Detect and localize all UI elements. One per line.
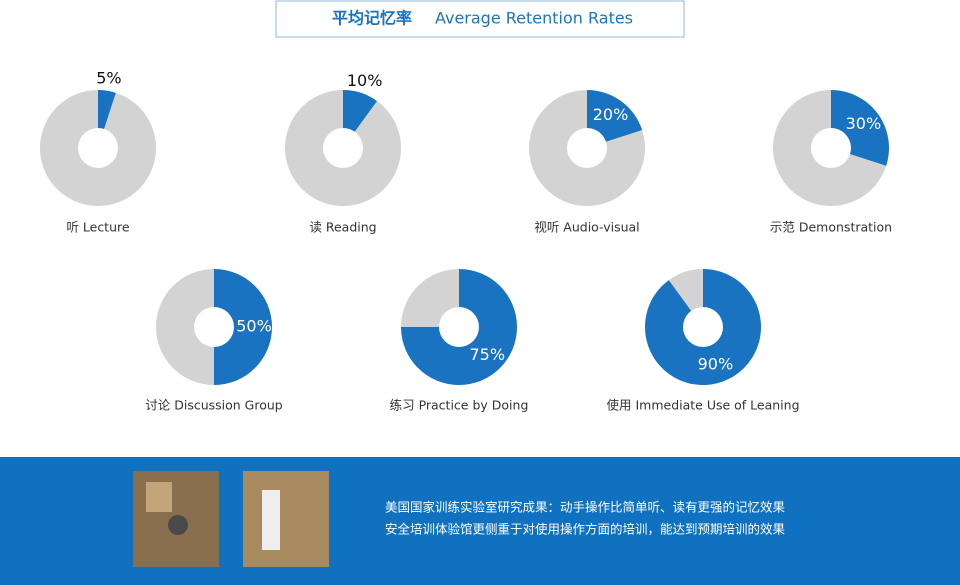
footer-text: 安全培训体验馆更侧重于对使用操作方面的培训，能达到预期培训的效果 <box>385 522 786 537</box>
chart-label: 练习 Practice by Doing <box>390 398 529 413</box>
chart-label: 使用 Immediate Use of Leaning <box>606 398 799 413</box>
value-label: 20% <box>593 105 629 124</box>
title-en: Average Retention Rates <box>435 9 633 28</box>
donut-hole <box>78 128 118 168</box>
donut-slice <box>156 269 214 385</box>
value-label: 30% <box>846 114 882 133</box>
footer-text: 美国国家训练实验室研究成果：动手操作比简单听、读有更强的记忆效果 <box>385 500 786 515</box>
value-label: 5% <box>96 68 121 87</box>
donut-slice <box>401 269 459 327</box>
photo-detail <box>146 482 172 512</box>
value-label: 90% <box>698 355 734 374</box>
donut-hole <box>811 128 851 168</box>
donut-hole <box>567 128 607 168</box>
value-label: 75% <box>470 345 506 364</box>
photo-detail <box>262 490 280 550</box>
donut-hole <box>439 307 479 347</box>
value-label: 10% <box>347 71 383 90</box>
donut-hole <box>683 307 723 347</box>
chart-label: 读 Reading <box>309 220 376 235</box>
donut-hole <box>323 128 363 168</box>
chart-label: 视听 Audio-visual <box>534 220 639 235</box>
title-cn: 平均记忆率 <box>332 9 412 28</box>
chart-label: 讨论 Discussion Group <box>145 398 283 413</box>
chart-label: 示范 Demonstration <box>770 220 892 235</box>
photo <box>243 471 329 567</box>
photo-detail <box>168 515 188 535</box>
donut-slice <box>214 269 272 385</box>
title-box <box>275 0 685 38</box>
chart-label: 听 Lecture <box>66 220 129 235</box>
donut-hole <box>194 307 234 347</box>
value-label: 50% <box>236 317 272 336</box>
donut-slice <box>587 90 643 148</box>
